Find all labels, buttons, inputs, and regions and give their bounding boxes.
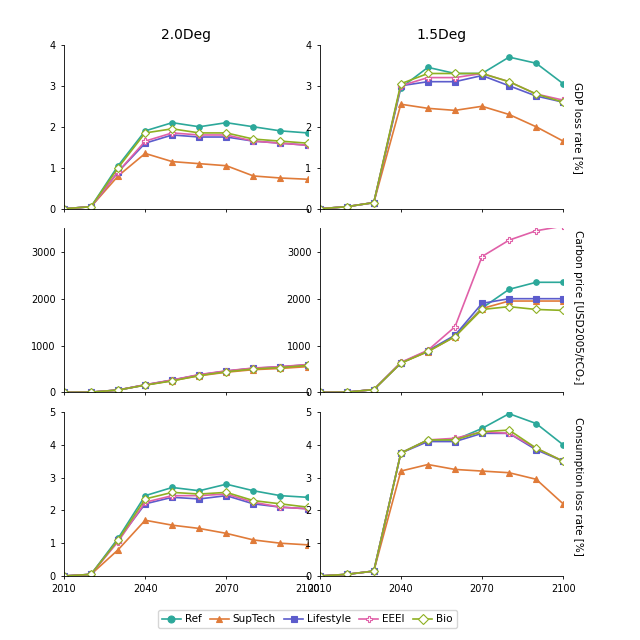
Text: Consumption loss rate [%]: Consumption loss rate [%]: [573, 417, 583, 556]
Title: 2.0Deg: 2.0Deg: [161, 28, 211, 42]
Text: Carbon price [USD2005/tCO₂]: Carbon price [USD2005/tCO₂]: [573, 230, 583, 385]
Title: 1.5Deg: 1.5Deg: [417, 28, 467, 42]
Legend: Ref, SupTech, Lifestyle, EEEI, Bio: Ref, SupTech, Lifestyle, EEEI, Bio: [157, 610, 457, 628]
Text: GDP loss rate [%]: GDP loss rate [%]: [573, 82, 583, 174]
